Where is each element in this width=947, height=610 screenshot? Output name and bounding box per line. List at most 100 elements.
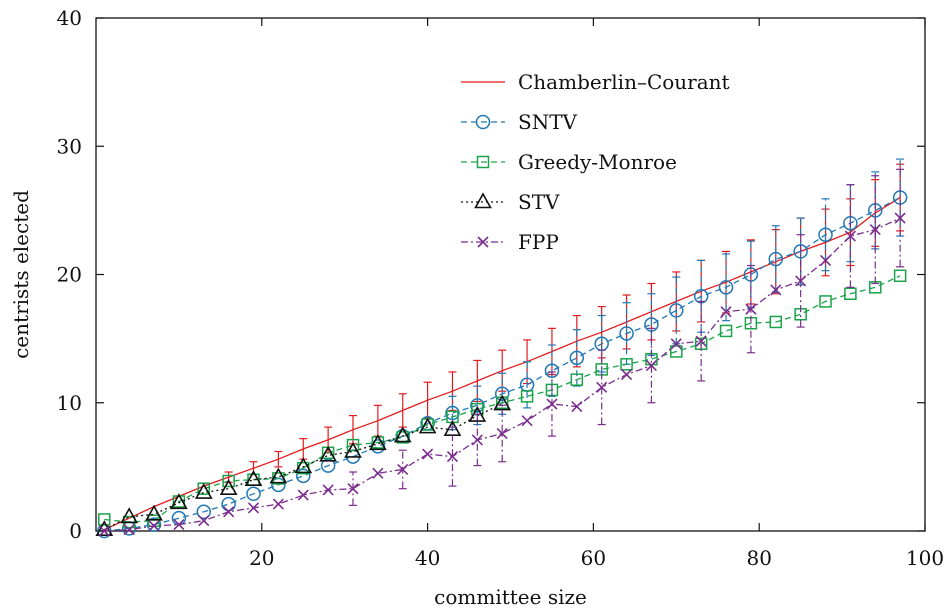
point bbox=[370, 439, 386, 454]
point bbox=[269, 467, 288, 484]
y-tick-label: 20 bbox=[57, 263, 82, 287]
point bbox=[322, 484, 334, 496]
legend-label: Chamberlin–Courant bbox=[518, 70, 730, 94]
point bbox=[470, 398, 485, 413]
point bbox=[272, 498, 284, 510]
point bbox=[418, 417, 437, 434]
point bbox=[795, 275, 807, 287]
point bbox=[393, 426, 412, 443]
point bbox=[571, 401, 583, 413]
point bbox=[493, 394, 512, 411]
point bbox=[620, 368, 633, 381]
point bbox=[422, 448, 434, 460]
point bbox=[596, 381, 608, 393]
point bbox=[645, 359, 657, 372]
point bbox=[669, 303, 684, 318]
point bbox=[494, 386, 510, 402]
point bbox=[445, 405, 460, 421]
x-tick-label: 40 bbox=[415, 546, 440, 570]
point bbox=[670, 338, 682, 350]
point bbox=[173, 519, 185, 531]
series-layer bbox=[95, 158, 908, 539]
point bbox=[446, 451, 459, 463]
point bbox=[145, 504, 163, 521]
point bbox=[194, 482, 213, 499]
point bbox=[869, 224, 881, 236]
point bbox=[369, 434, 387, 451]
legend-label: STV bbox=[518, 190, 560, 214]
point bbox=[471, 434, 483, 446]
y-tick-label: 0 bbox=[69, 519, 82, 543]
point bbox=[296, 468, 311, 484]
series-line bbox=[104, 403, 503, 531]
point bbox=[819, 254, 832, 266]
point bbox=[222, 474, 235, 488]
legend-item-fpp: FPP bbox=[461, 230, 559, 254]
legend-label: Greedy-Monroe bbox=[518, 150, 677, 174]
point bbox=[496, 427, 508, 440]
point bbox=[120, 507, 139, 524]
x-tick-label: 60 bbox=[581, 546, 606, 570]
point bbox=[844, 230, 856, 242]
point bbox=[246, 486, 261, 502]
point bbox=[219, 479, 238, 495]
legend: Chamberlin–Courant SNTV Greedy-Monroe ST… bbox=[461, 70, 730, 254]
point bbox=[98, 513, 111, 526]
point bbox=[297, 489, 309, 501]
point bbox=[347, 483, 359, 495]
point bbox=[372, 467, 384, 479]
point bbox=[170, 493, 188, 510]
point bbox=[95, 520, 114, 537]
y-axis-title: centrists elected bbox=[9, 190, 33, 359]
point bbox=[544, 363, 560, 378]
point bbox=[344, 441, 362, 458]
series-line bbox=[104, 275, 901, 523]
legend-item-stv: STV bbox=[461, 190, 560, 214]
plot-area: 20 40 60 80 100 0 10 20 30 40 bbox=[57, 6, 945, 570]
point bbox=[244, 470, 263, 487]
x-axis-title: committee size bbox=[434, 585, 587, 609]
point bbox=[719, 324, 733, 338]
legend-item-greedy-monroe: Greedy-Monroe bbox=[461, 150, 677, 174]
legend-label: SNTV bbox=[518, 110, 578, 134]
point bbox=[148, 520, 160, 532]
y-tick-label: 30 bbox=[57, 134, 82, 158]
point bbox=[475, 114, 491, 130]
point bbox=[98, 525, 110, 537]
series-4 bbox=[98, 168, 906, 537]
x-tick-label: 80 bbox=[746, 546, 771, 570]
point bbox=[320, 458, 336, 473]
point bbox=[570, 373, 584, 386]
point bbox=[569, 350, 585, 366]
point bbox=[844, 287, 857, 300]
point bbox=[223, 506, 235, 518]
point bbox=[346, 438, 360, 452]
point bbox=[770, 284, 782, 296]
y-tick-label: 10 bbox=[57, 391, 82, 415]
point bbox=[476, 155, 490, 169]
point bbox=[793, 244, 808, 259]
point bbox=[819, 295, 832, 308]
series-line bbox=[104, 197, 901, 531]
point bbox=[893, 269, 907, 283]
series-line bbox=[104, 197, 901, 532]
point bbox=[769, 315, 783, 329]
point bbox=[196, 504, 212, 520]
point bbox=[546, 398, 558, 410]
legend-item-sntv: SNTV bbox=[461, 110, 578, 134]
point bbox=[620, 358, 633, 371]
point bbox=[768, 251, 784, 267]
legend-item-chamberlin-courant: Chamberlin–Courant bbox=[461, 70, 730, 94]
series-3 bbox=[95, 394, 512, 537]
point bbox=[520, 390, 534, 403]
point bbox=[818, 227, 833, 242]
point bbox=[521, 415, 533, 427]
point bbox=[670, 345, 683, 358]
point bbox=[397, 463, 409, 476]
y-tick-label: 40 bbox=[57, 6, 82, 30]
point bbox=[477, 236, 489, 248]
x-tick-label: 20 bbox=[249, 546, 274, 570]
point bbox=[474, 192, 492, 209]
point bbox=[247, 502, 260, 514]
point bbox=[198, 515, 210, 527]
